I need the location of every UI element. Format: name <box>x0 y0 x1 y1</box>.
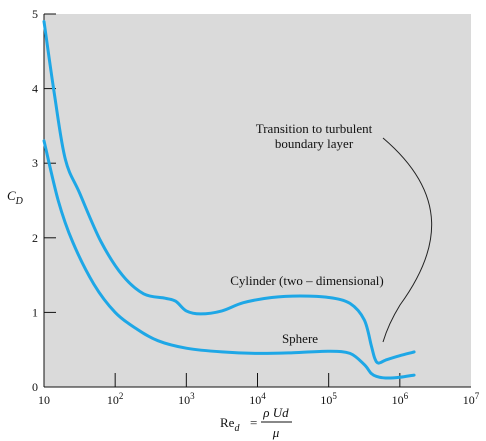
x-tick-label: 106 <box>392 391 409 407</box>
x-axis-formula: Red = ρ Ud μ <box>220 405 292 440</box>
x-tick-label: 105 <box>320 391 337 407</box>
x-label-re: Red <box>220 415 240 434</box>
y-label-main: C <box>7 188 16 203</box>
x-tick-label: 10 <box>38 393 50 407</box>
cylinder-label: Cylinder (two – dimensional) <box>230 273 383 288</box>
cylinder-curve <box>42 20 416 365</box>
x-label-eq: = <box>250 415 257 430</box>
y-tick-label: 4 <box>32 82 38 96</box>
y-tick-label: 0 <box>32 380 38 394</box>
y-label-sub: D <box>15 196 24 207</box>
y-tick-label: 3 <box>32 156 38 170</box>
x-label-numerator: ρ Ud <box>262 405 289 420</box>
x-tick-label: 103 <box>178 391 195 407</box>
sphere-curve <box>42 139 416 380</box>
transition-label-line1: Transition to turbulent <box>256 121 373 136</box>
plot-area <box>44 14 471 387</box>
y-tick-label: 1 <box>32 305 38 319</box>
y-axis-label: CD <box>7 188 24 207</box>
y-tick-label: 5 <box>32 7 38 21</box>
sphere-label: Sphere <box>282 331 318 346</box>
transition-label-line2: boundary layer <box>275 136 354 151</box>
x-tick-label: 102 <box>107 391 124 407</box>
y-tick-label: 2 <box>32 231 38 245</box>
x-tick-label: 107 <box>463 391 480 407</box>
x-ticks: 10 102 103 104 105 106 107 <box>38 373 480 407</box>
x-label-denominator: μ <box>272 425 280 440</box>
curves <box>42 20 416 380</box>
transition-pointer <box>382 137 433 343</box>
